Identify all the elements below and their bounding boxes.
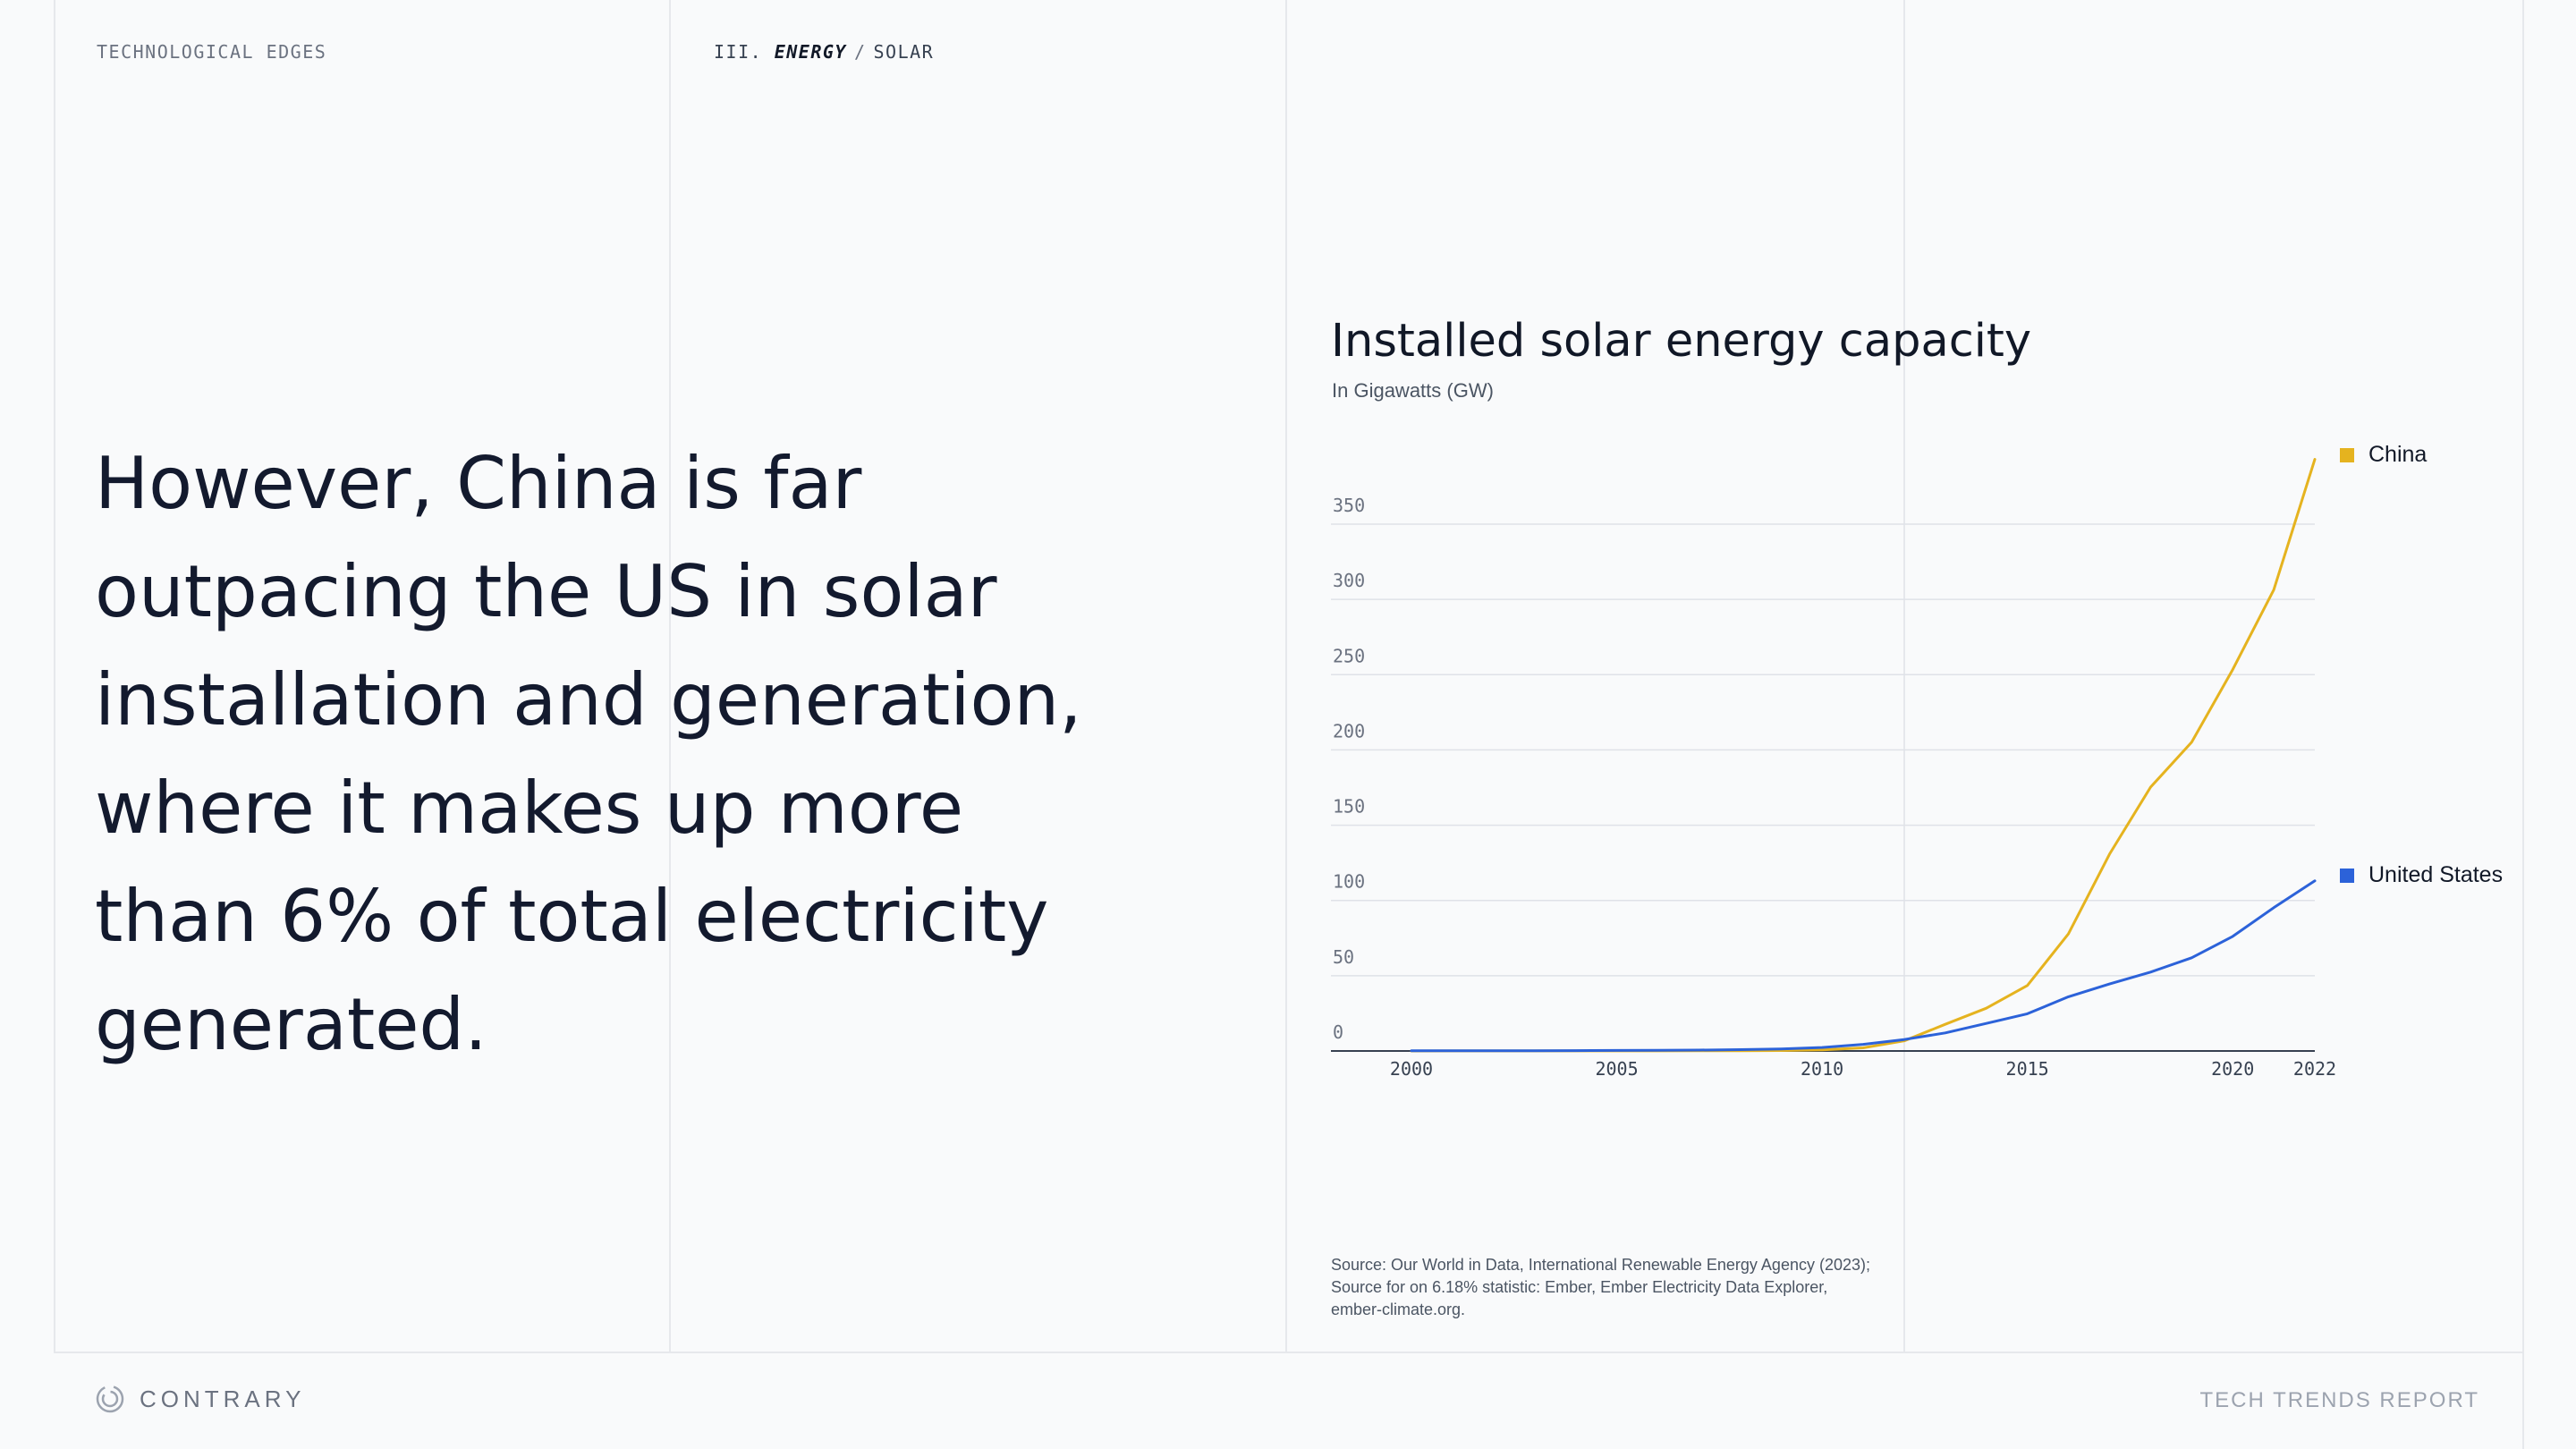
grid-divider-2 bbox=[669, 0, 671, 1352]
x-tick-label-2010: 2010 bbox=[1801, 1058, 1843, 1080]
y-tick-label-150: 150 bbox=[1333, 796, 1365, 818]
breadcrumb-separator: / bbox=[853, 41, 867, 63]
x-tick-label-2022: 2022 bbox=[2293, 1058, 2336, 1080]
y-tick-label-0: 0 bbox=[1333, 1021, 1343, 1043]
x-tick-label-2015: 2015 bbox=[2006, 1058, 2049, 1080]
footer-divider bbox=[54, 1352, 2524, 1353]
breadcrumb: III. ENERGY / SOLAR bbox=[714, 41, 934, 63]
legend-china: China bbox=[2340, 442, 2427, 468]
legend-united-states: United States bbox=[2340, 862, 2503, 888]
y-tick-label-250: 250 bbox=[1333, 645, 1365, 666]
footer-brand: CONTRARY bbox=[140, 1385, 306, 1412]
y-tick-label-50: 50 bbox=[1333, 946, 1354, 968]
breadcrumb-section[interactable]: ENERGY bbox=[774, 41, 847, 63]
breadcrumb-prefix: III. bbox=[714, 41, 763, 63]
grid-divider-3 bbox=[1285, 0, 1287, 1352]
x-tick-label-2000: 2000 bbox=[1390, 1058, 1433, 1080]
legend-swatch-united-states bbox=[2340, 868, 2354, 883]
section-label: TECHNOLOGICAL EDGES bbox=[97, 41, 327, 63]
source-note: Source: Our World in Data, International… bbox=[1331, 1254, 1957, 1321]
source-line-1: Source: Our World in Data, International… bbox=[1331, 1256, 1870, 1274]
contrary-logo-icon bbox=[96, 1385, 124, 1413]
grid-divider-4 bbox=[1903, 0, 1905, 1352]
chart-title: Installed solar energy capacity bbox=[1331, 315, 2032, 368]
source-line-3[interactable]: ember-climate.org. bbox=[1331, 1301, 1466, 1318]
y-tick-label-200: 200 bbox=[1333, 720, 1365, 741]
footer-report-title: TECH TRENDS REPORT bbox=[2199, 1388, 2479, 1412]
grid-divider-5 bbox=[2522, 0, 2524, 1449]
headline: However, China is far outpacing the US i… bbox=[95, 442, 1082, 1066]
legend-label-united-states: United States bbox=[2368, 862, 2504, 887]
series-line-united-states bbox=[1410, 879, 2317, 1053]
x-tick-label-2005: 2005 bbox=[1595, 1058, 1638, 1080]
legend-swatch-china bbox=[2340, 447, 2354, 462]
x-tick-label-2020: 2020 bbox=[2211, 1058, 2254, 1080]
y-tick-label-300: 300 bbox=[1333, 570, 1365, 591]
y-tick-label-350: 350 bbox=[1333, 495, 1365, 516]
chart-subtitle: In Gigawatts (GW) bbox=[1332, 379, 1494, 402]
breadcrumb-page: SOLAR bbox=[873, 41, 935, 63]
grid-divider-1 bbox=[54, 0, 55, 1352]
y-tick-label-100: 100 bbox=[1333, 871, 1365, 893]
legend-label-china: China bbox=[2368, 442, 2428, 467]
footer-logo[interactable]: CONTRARY bbox=[95, 1384, 305, 1414]
source-line-2: Source for on 6.18% statistic: Ember, Em… bbox=[1331, 1278, 1828, 1296]
